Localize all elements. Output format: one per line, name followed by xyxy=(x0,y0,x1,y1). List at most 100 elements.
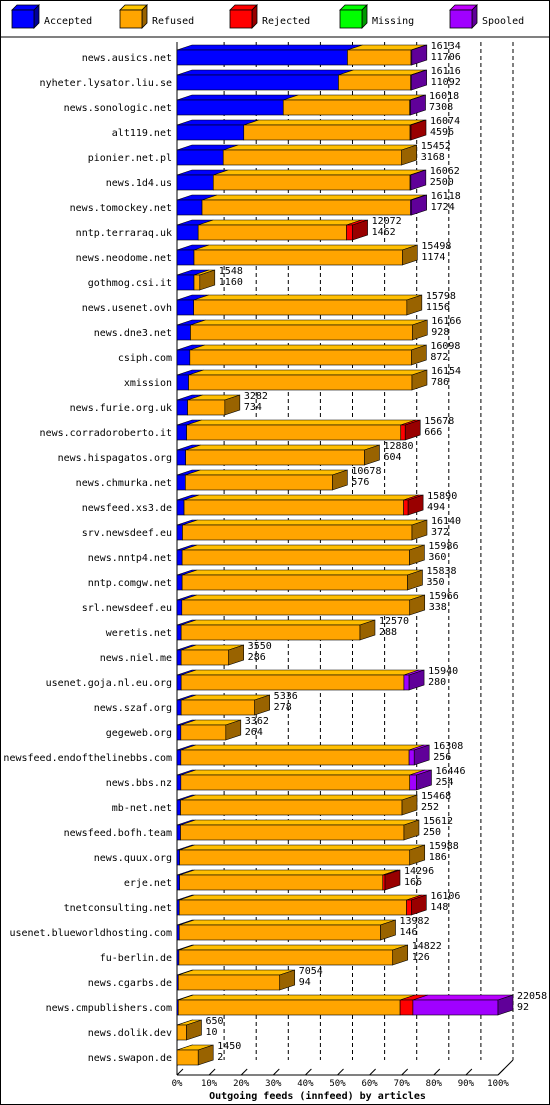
bar-refused xyxy=(181,574,408,591)
bar-refused xyxy=(193,249,403,266)
bar-accepted xyxy=(176,224,199,241)
bar-refused-top xyxy=(181,669,420,676)
x-tick-label: 30% xyxy=(265,1079,282,1089)
bar-refused xyxy=(180,749,410,766)
bar-spooled-side xyxy=(497,994,514,1016)
total-label: 15988 xyxy=(429,841,459,852)
total-label: 10678 xyxy=(351,466,381,477)
accepted-label: 576 xyxy=(351,477,369,488)
accepted-label: 146 xyxy=(400,927,418,938)
x-tick-mark xyxy=(497,1068,505,1076)
bar-refused-top xyxy=(223,144,417,151)
bar-refused-side xyxy=(228,644,244,666)
total-label: 16118 xyxy=(431,191,461,202)
row-label: news.corradoroberto.it xyxy=(40,428,172,439)
row-label: news.chmurka.net xyxy=(76,478,172,489)
total-label: 15452 xyxy=(421,141,451,152)
row-label: erje.net xyxy=(124,878,172,889)
bar-spooled-side xyxy=(410,94,426,116)
bar-rejected-side xyxy=(352,219,368,241)
bar-spooled-side xyxy=(411,69,427,91)
bar-refused xyxy=(180,674,405,691)
bar-accepted xyxy=(176,674,182,691)
bar-refused xyxy=(201,199,411,216)
bar-refused-side xyxy=(279,969,296,991)
bar-refused xyxy=(177,999,401,1016)
total-label: 15838 xyxy=(426,566,456,577)
bar-spooled-side xyxy=(410,169,427,191)
total-label: 12072 xyxy=(372,216,402,227)
bar-accepted xyxy=(176,624,182,641)
x-tick-mark xyxy=(337,1068,344,1076)
accepted-label: 186 xyxy=(429,852,447,863)
bar-refused xyxy=(178,924,381,941)
bar-refused-top xyxy=(243,119,426,126)
legend-item-missing: Missing xyxy=(339,4,414,29)
bar-accepted xyxy=(176,799,181,816)
accepted-label: 148 xyxy=(430,902,448,913)
total-label: 13982 xyxy=(400,916,430,927)
x-tick-label: 40% xyxy=(297,1079,314,1089)
bar-refused xyxy=(185,474,333,491)
bar-refused xyxy=(180,624,361,641)
x-tick-mark xyxy=(272,1068,280,1076)
x-tick-mark xyxy=(401,1068,409,1076)
bar-accepted xyxy=(176,424,187,441)
bar-accepted xyxy=(176,599,183,616)
accepted-label: 928 xyxy=(431,327,449,338)
x-tick-mark xyxy=(465,1068,473,1076)
total-label: 12570 xyxy=(379,616,409,627)
bar-refused-side xyxy=(411,519,428,541)
bar-refused xyxy=(197,224,347,241)
bar-refused-top xyxy=(185,444,380,451)
total-label: 15612 xyxy=(423,816,453,827)
bar-accepted xyxy=(176,374,189,391)
total-label: 7054 xyxy=(299,966,323,977)
total-label: 14296 xyxy=(404,866,434,877)
bar-refused xyxy=(193,299,408,316)
bar-refused-top xyxy=(179,869,398,876)
bar-refused-top xyxy=(180,794,418,801)
bar-accepted xyxy=(176,849,180,866)
total-label: 16074 xyxy=(430,116,460,127)
accepted-label: 166 xyxy=(404,877,422,888)
total-label: 16134 xyxy=(431,41,461,52)
bar-spooled xyxy=(408,749,415,766)
accepted-label: 250 xyxy=(423,827,441,838)
x-tick-label: 70% xyxy=(394,1079,411,1089)
accepted-label: 338 xyxy=(429,602,447,613)
total-label: 16018 xyxy=(429,91,459,102)
bar-refused-side xyxy=(199,269,216,291)
bar-refused-side xyxy=(186,1019,202,1041)
bar-refused xyxy=(177,974,281,991)
row-label: news.furie.org.uk xyxy=(70,403,172,414)
bar-spooled-side xyxy=(416,769,432,791)
bar-accepted xyxy=(176,549,183,566)
total-label: 3550 xyxy=(248,641,272,652)
bar-accepted xyxy=(176,174,214,191)
legend-label: Refused xyxy=(152,16,194,27)
bar-accepted-top xyxy=(176,44,363,51)
bar-refused-side xyxy=(224,394,241,416)
row-label: gegeweb.org xyxy=(106,728,172,739)
total-label: 15966 xyxy=(429,591,459,602)
bar-refused xyxy=(193,274,201,291)
accepted-label: 94 xyxy=(299,977,311,988)
x-tick-label: 0% xyxy=(172,1079,183,1089)
bar-refused-side xyxy=(411,369,428,391)
bar-accepted xyxy=(176,449,186,466)
row-label: news.cmpublishers.com xyxy=(46,1003,172,1014)
